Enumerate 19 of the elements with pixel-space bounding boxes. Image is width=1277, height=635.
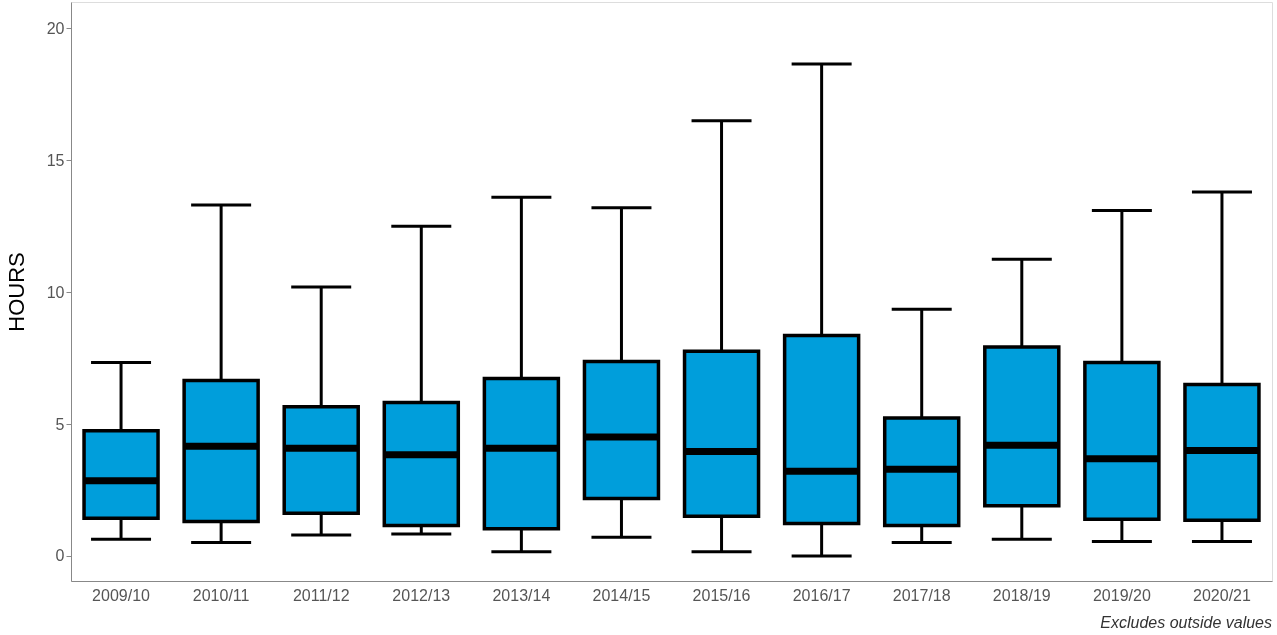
x-tick-label: 2013/14	[492, 586, 551, 604]
x-tick-label: 2012/13	[392, 586, 451, 604]
x-tick-label: 2018/19	[992, 586, 1051, 604]
x-tick-label: 2019/20	[1092, 586, 1151, 604]
x-tick-label: 2009/10	[92, 586, 151, 604]
y-tick-label: 20	[46, 19, 65, 37]
y-tick-label: 15	[46, 151, 65, 169]
x-tick-label: 2020/21	[1193, 586, 1251, 604]
x-tick-label: 2010/11	[192, 586, 250, 604]
x-tick-label: 2017/18	[892, 586, 951, 604]
y-tick-label: 5	[55, 415, 65, 433]
x-tick-label: 2014/15	[592, 586, 651, 604]
x-tick-label: 2011/12	[292, 586, 350, 604]
y-axis-title: HOURS	[3, 252, 29, 332]
x-tick-label: 2016/17	[792, 586, 851, 604]
y-tick-label: 10	[46, 283, 65, 301]
x-tick-label: 2015/16	[692, 586, 751, 604]
y-tick-label: 0	[55, 547, 65, 565]
text: Excludes outside values	[1100, 614, 1272, 631]
